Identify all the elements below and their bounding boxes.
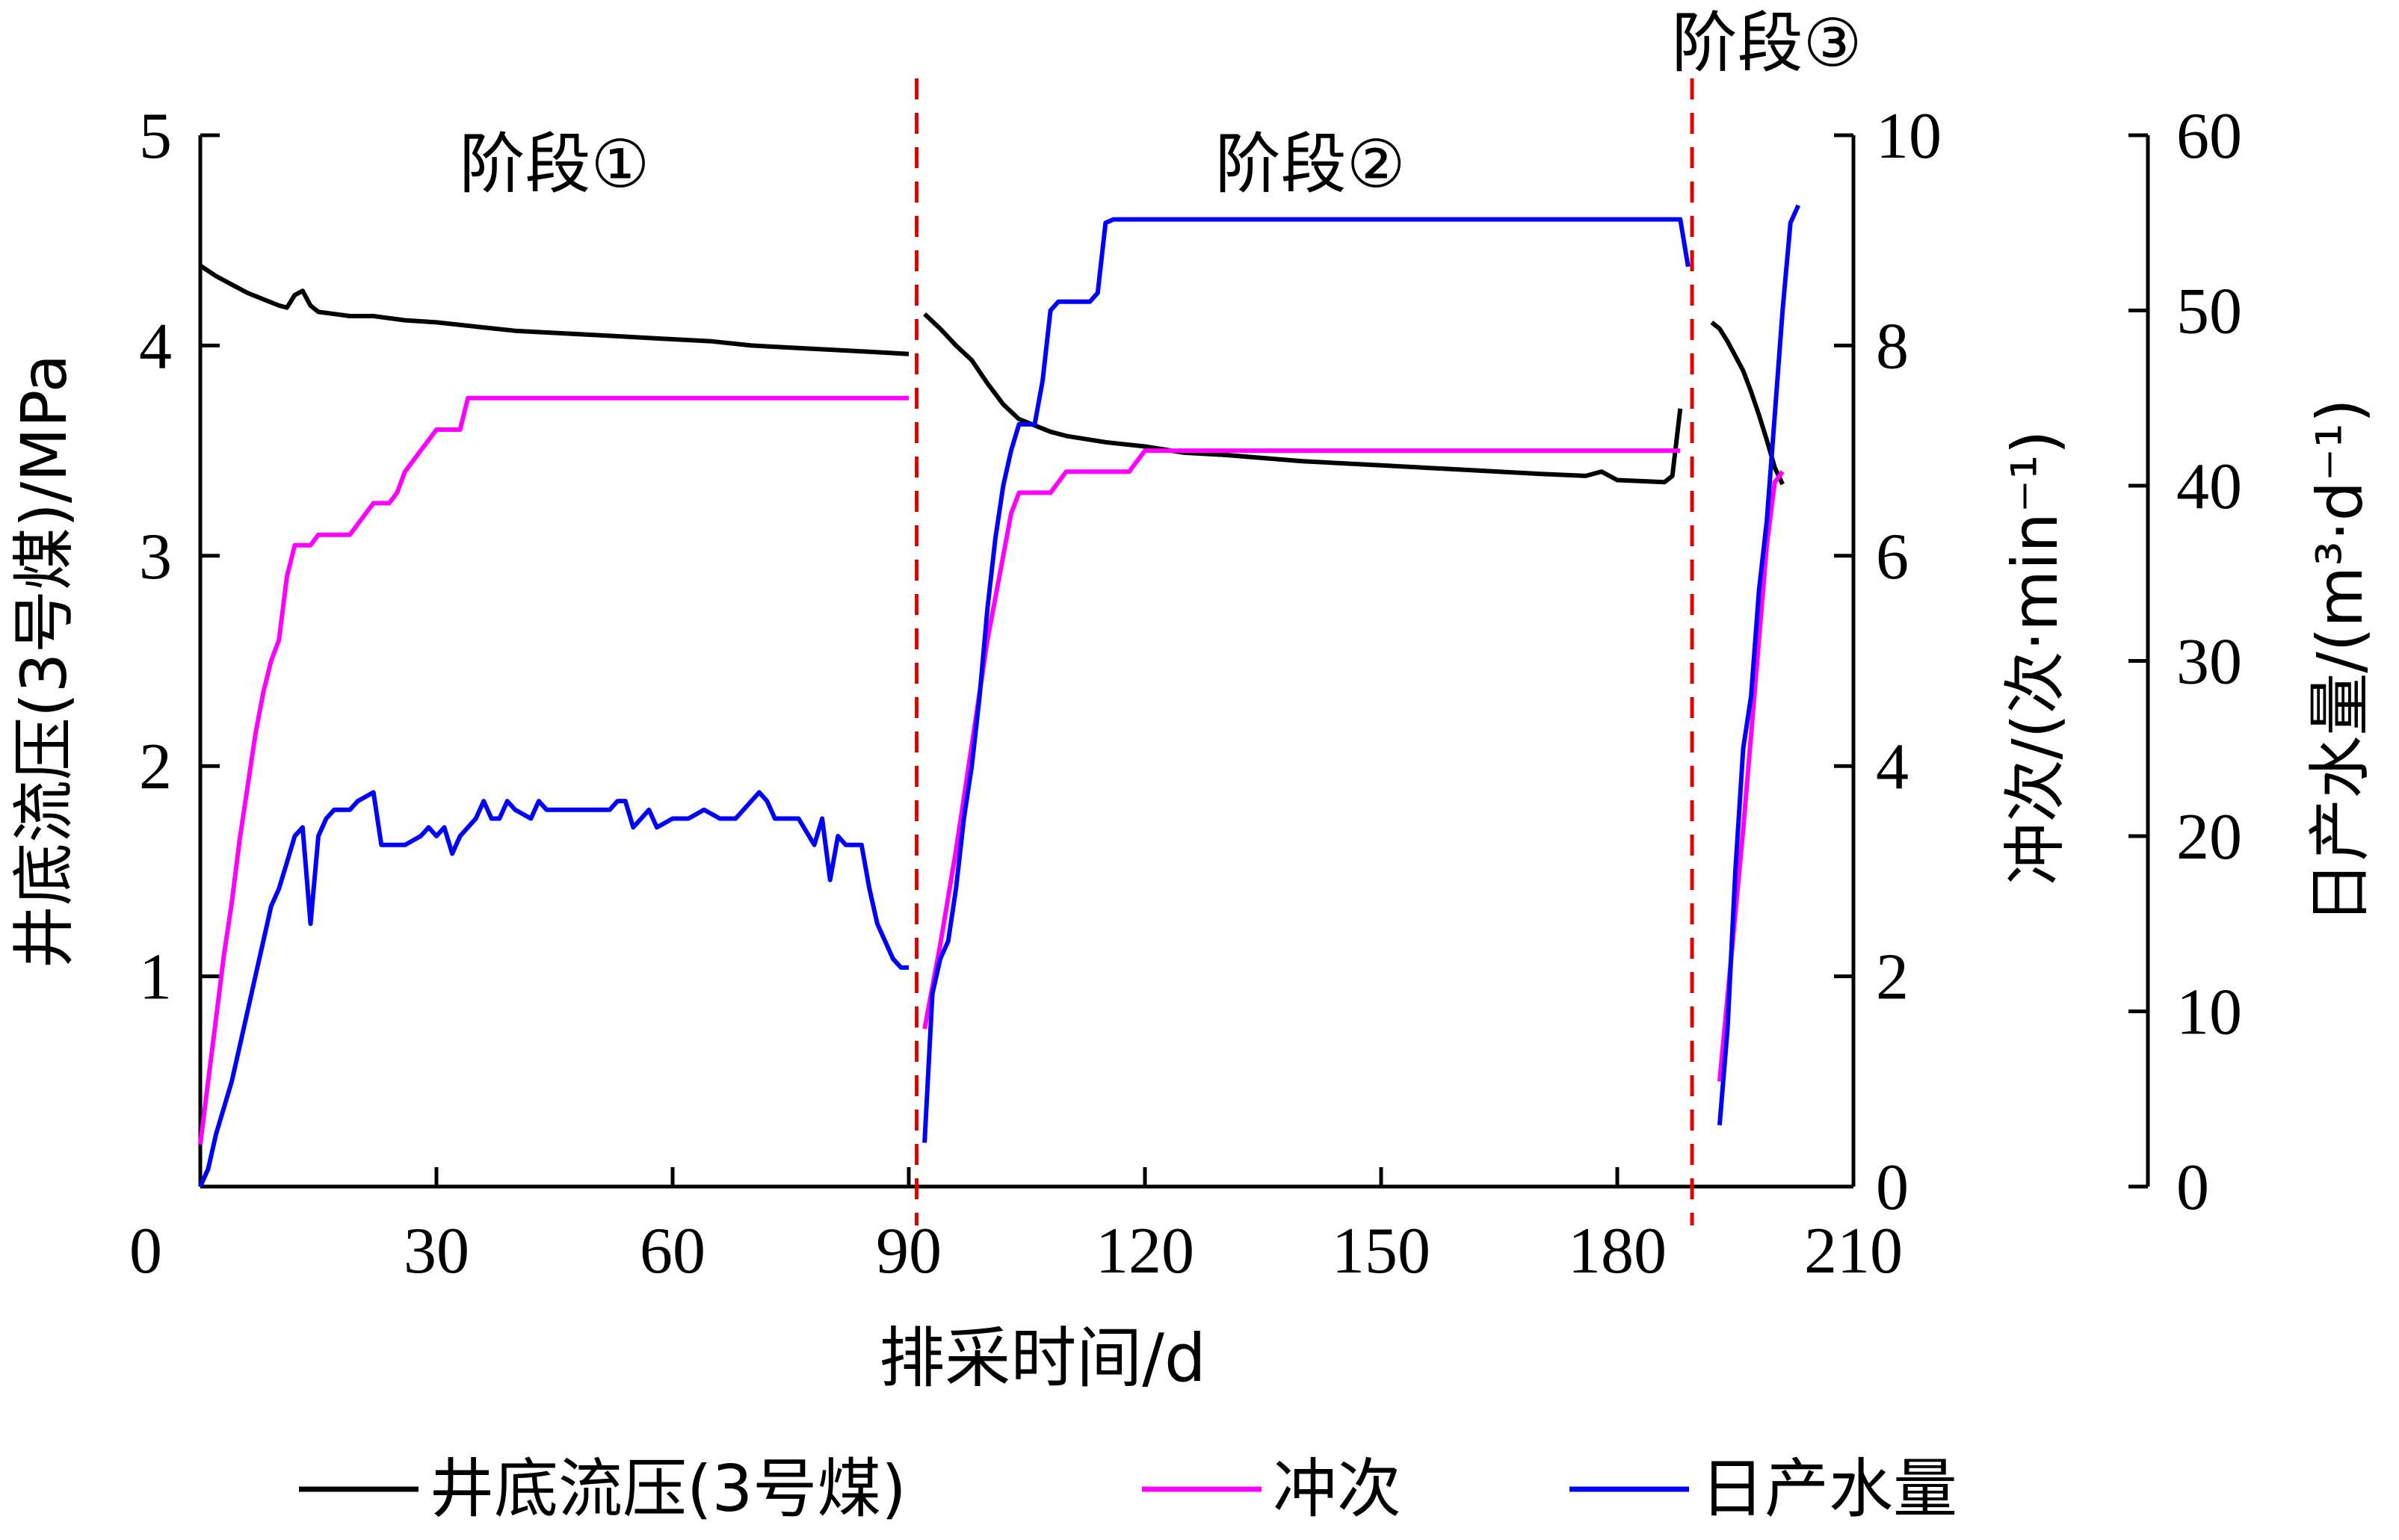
series-lines [198, 204, 1801, 1188]
x-tick-label: 90 [876, 1215, 942, 1287]
y-left-tick-label: 5 [139, 100, 172, 173]
x-tick-label: 180 [1568, 1215, 1667, 1287]
x-axis-title: 排采时间/d [879, 1320, 1206, 1397]
x-tick-label: 60 [640, 1215, 706, 1287]
y-right2-tick-label: 60 [2176, 100, 2242, 173]
y-right2-tick-label: 0 [2176, 1151, 2209, 1224]
stage-dividers [915, 78, 1694, 1225]
y-left-tick-label: 4 [139, 310, 172, 383]
y-right1-tick-label: 10 [1876, 100, 1942, 173]
x-tick-label: 120 [1096, 1215, 1194, 1287]
y-right1-axis-title: 冲次/(次·min⁻¹) [1998, 430, 2072, 885]
x-tick-label: 150 [1332, 1215, 1430, 1287]
y-right2-tick-label: 40 [2176, 451, 2242, 523]
water-line [922, 217, 1691, 1143]
y-right1-tick-label: 6 [1876, 521, 1909, 593]
y-left-tick-label: 3 [139, 521, 172, 593]
stage-labels: 阶段① 阶段② 阶段③ [460, 4, 1862, 202]
y-left-tick-label: 1 [139, 941, 172, 1014]
x-tick-label: 0 [129, 1215, 162, 1287]
y-right1-tick-label: 2 [1876, 941, 1909, 1014]
legend-label: 井底流压(3号煤) [430, 1452, 907, 1527]
strokes-line [198, 395, 909, 1145]
stage-label: 阶段② [1215, 126, 1406, 202]
legend-label: 冲次 [1273, 1452, 1401, 1527]
strokes-line [922, 448, 1681, 1030]
y-right2-axis-title: 日产水量/(m³·d⁻¹) [2303, 398, 2377, 924]
pressure-line [199, 264, 910, 356]
y-right2-tick-label: 20 [2176, 801, 2242, 873]
stage-label: 阶段① [460, 126, 650, 202]
y-right1-tick-label: 8 [1876, 310, 1909, 383]
water-line [1717, 204, 1801, 1126]
stage-label: 阶段③ [1672, 4, 1862, 81]
y-right2-tick-label: 50 [2176, 276, 2242, 348]
y-right1-tick-label: 0 [1876, 1151, 1909, 1224]
legend: 井底流压(3号煤) 冲次 日产水量 [299, 1452, 1957, 1527]
legend-label: 日产水量 [1700, 1452, 1957, 1527]
y-right1-tick-label: 4 [1876, 731, 1909, 803]
y-right2-tick-label: 10 [2176, 977, 2242, 1049]
water-line [198, 790, 909, 1188]
y-left-axis-title: 井底流压(3号煤)/MPa [7, 354, 81, 968]
y-left-tick-label: 2 [139, 731, 172, 803]
x-tick-label: 30 [404, 1215, 469, 1287]
y-right2-tick-label: 30 [2176, 626, 2242, 699]
x-tick-label: 210 [1804, 1215, 1903, 1287]
